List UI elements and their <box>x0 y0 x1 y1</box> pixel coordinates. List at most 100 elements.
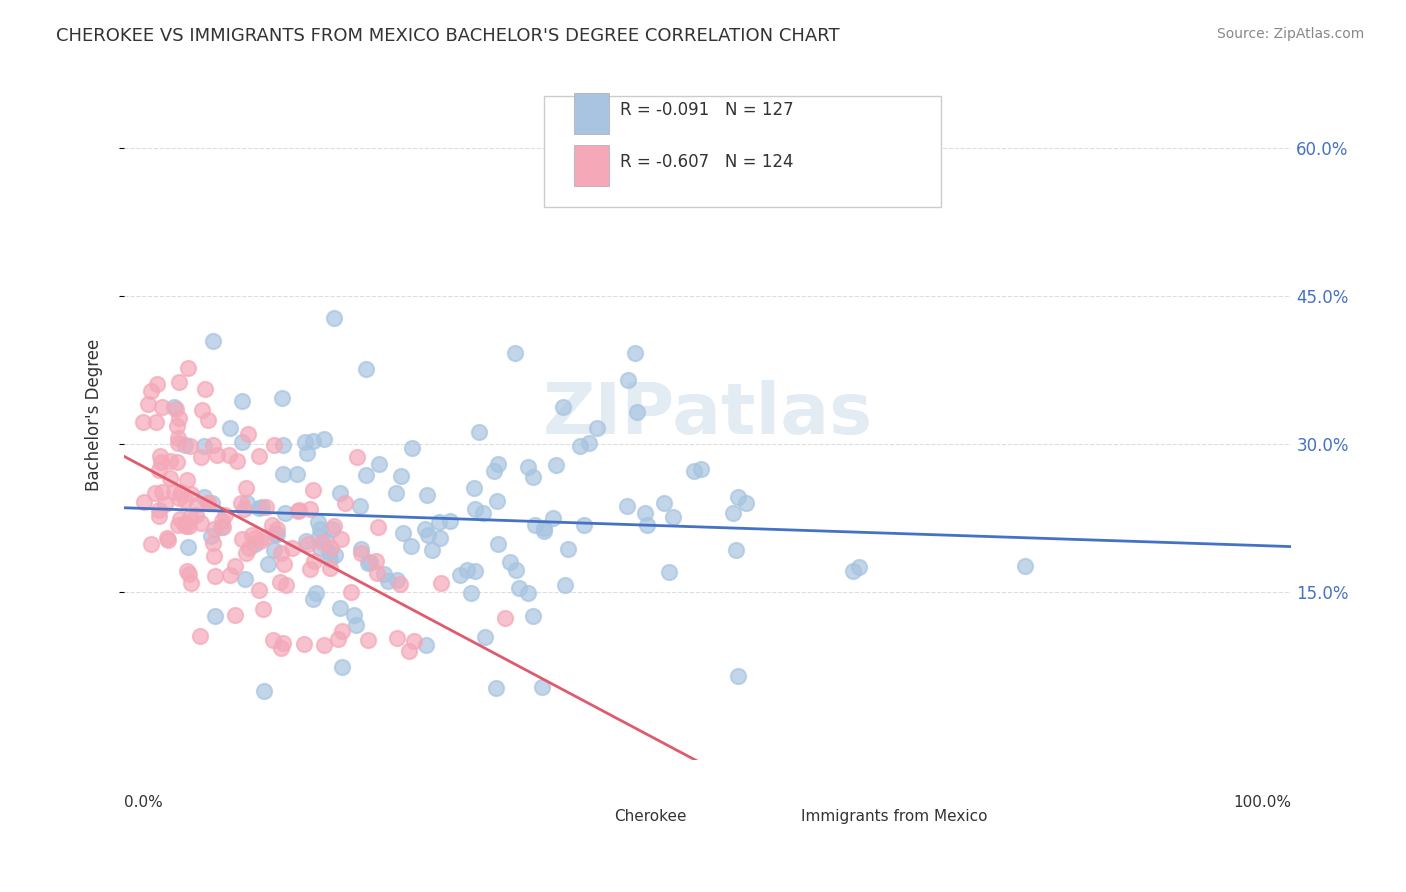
Point <box>430 575 453 590</box>
Point <box>319 552 342 566</box>
Point <box>349 500 371 514</box>
Point <box>224 558 246 573</box>
Point <box>167 436 190 450</box>
Point <box>637 517 659 532</box>
Point <box>377 574 399 588</box>
FancyBboxPatch shape <box>574 93 609 135</box>
Point <box>366 566 388 580</box>
Point <box>252 602 274 616</box>
Point <box>368 457 391 471</box>
Point <box>486 457 509 471</box>
Point <box>385 573 408 587</box>
Point <box>149 449 172 463</box>
Point <box>354 362 377 376</box>
Point <box>163 485 186 500</box>
Point <box>132 415 155 429</box>
Point <box>166 431 188 445</box>
Point <box>522 609 544 624</box>
Y-axis label: Bachelor's Degree: Bachelor's Degree <box>86 338 103 491</box>
FancyBboxPatch shape <box>568 791 598 819</box>
Point <box>243 531 266 545</box>
Point <box>468 425 491 439</box>
Point <box>662 510 685 524</box>
Point <box>735 495 758 509</box>
Point <box>247 450 270 464</box>
Point <box>312 638 335 652</box>
FancyBboxPatch shape <box>755 791 783 819</box>
Point <box>389 468 412 483</box>
Point <box>343 608 366 623</box>
Point <box>233 501 256 516</box>
Text: Cherokee: Cherokee <box>614 809 688 824</box>
Point <box>439 514 461 528</box>
Point <box>326 632 349 646</box>
Point <box>240 527 263 541</box>
Point <box>236 426 259 441</box>
Point <box>148 463 170 477</box>
Point <box>350 546 373 560</box>
Point <box>219 567 242 582</box>
Point <box>167 411 190 425</box>
Point <box>257 557 280 571</box>
Text: R = -0.091   N = 127: R = -0.091 N = 127 <box>620 101 794 119</box>
Point <box>841 564 863 578</box>
Point <box>415 638 437 652</box>
Point <box>193 439 215 453</box>
Point <box>569 439 592 453</box>
Point <box>1014 559 1036 574</box>
Point <box>553 400 575 414</box>
Point <box>299 502 322 516</box>
Point <box>463 481 485 495</box>
Point <box>150 485 173 500</box>
Point <box>201 536 224 550</box>
Text: R = -0.607   N = 124: R = -0.607 N = 124 <box>620 153 794 171</box>
Point <box>148 502 170 516</box>
Point <box>139 384 162 398</box>
Point <box>218 448 240 462</box>
Point <box>373 566 395 581</box>
Point <box>166 455 188 469</box>
Point <box>254 500 277 514</box>
Point <box>311 535 333 549</box>
Point <box>274 577 297 591</box>
Point <box>231 532 253 546</box>
Point <box>247 500 270 515</box>
Point <box>354 468 377 483</box>
Point <box>271 636 294 650</box>
Point <box>429 531 451 545</box>
Point <box>330 532 353 546</box>
Point <box>167 518 190 533</box>
Point <box>205 448 228 462</box>
Point <box>176 540 198 554</box>
Point <box>385 631 408 645</box>
Point <box>211 515 233 529</box>
Point <box>197 496 219 510</box>
Point <box>149 455 172 469</box>
Point <box>273 557 295 571</box>
Point <box>464 501 486 516</box>
Point <box>307 515 329 529</box>
Point <box>233 572 256 586</box>
Point <box>194 382 217 396</box>
Point <box>211 520 233 534</box>
Point <box>557 542 579 557</box>
Text: ZIPatlas: ZIPatlas <box>543 380 873 449</box>
Point <box>498 555 520 569</box>
Point <box>344 618 367 632</box>
Point <box>236 496 259 510</box>
Point <box>231 393 253 408</box>
Point <box>401 441 423 455</box>
Point <box>245 537 267 551</box>
Text: CHEROKEE VS IMMIGRANTS FROM MEXICO BACHELOR'S DEGREE CORRELATION CHART: CHEROKEE VS IMMIGRANTS FROM MEXICO BACHE… <box>56 27 839 45</box>
Point <box>235 545 257 559</box>
Point <box>658 565 681 579</box>
Point <box>271 392 294 406</box>
Point <box>204 569 226 583</box>
Point <box>357 632 380 647</box>
Point <box>333 496 356 510</box>
Point <box>170 485 193 500</box>
Point <box>330 624 353 638</box>
Point <box>179 439 201 453</box>
Text: 0.0%: 0.0% <box>124 795 163 810</box>
Point <box>541 511 564 525</box>
